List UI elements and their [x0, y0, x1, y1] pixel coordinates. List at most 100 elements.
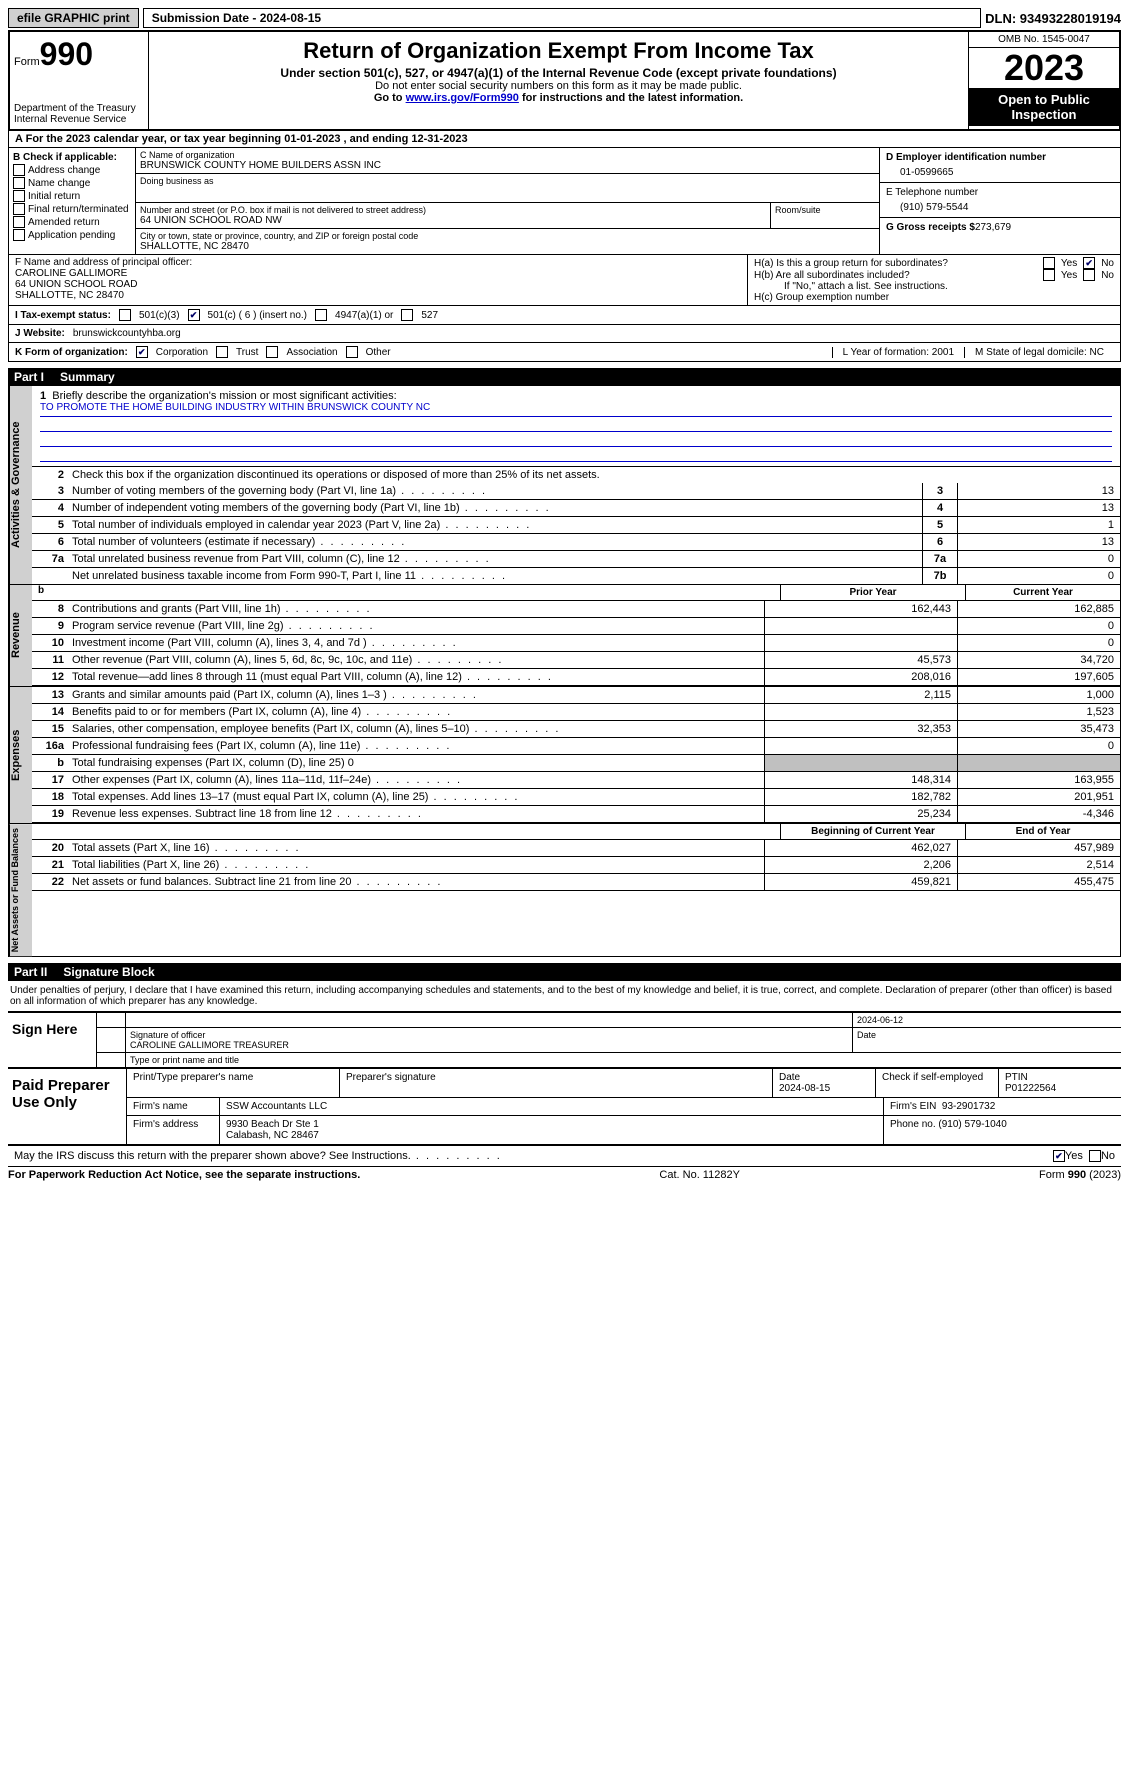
chk-pending[interactable] — [13, 229, 25, 241]
top-bar: efile GRAPHIC print Submission Date - 20… — [8, 8, 1121, 28]
website-value: brunswickcountyhba.org — [73, 328, 181, 339]
hb-label: H(b) Are all subordinates included? — [754, 270, 1037, 281]
gross-label: G Gross receipts $ — [886, 222, 975, 233]
dept-treasury: Department of the Treasury Internal Reve… — [14, 103, 144, 125]
ein-label: D Employer identification number — [886, 152, 1114, 163]
sign-block: Sign Here 2024-06-12 Signature of office… — [8, 1013, 1121, 1069]
irs-link[interactable]: www.irs.gov/Form990 — [406, 92, 519, 104]
firm-addr1: 9930 Beach Dr Ste 1 — [226, 1119, 319, 1130]
officer-label: F Name and address of principal officer: — [15, 257, 741, 268]
k-row: K Form of organization: Corporation Trus… — [8, 343, 1121, 362]
firm-phone: (910) 579-1040 — [938, 1119, 1006, 1130]
chk-corp[interactable] — [136, 346, 148, 358]
addr-label: Number and street (or P.O. box if mail i… — [140, 205, 766, 215]
chk-other[interactable] — [346, 346, 358, 358]
preparer-title: Paid Preparer Use Only — [8, 1069, 127, 1144]
chk-name[interactable] — [13, 177, 25, 189]
discuss-row: May the IRS discuss this return with the… — [8, 1146, 1121, 1167]
officer-sig-name: CAROLINE GALLIMORE TREASURER — [130, 1040, 289, 1050]
j-row: J Website: brunswickcountyhba.org — [8, 325, 1121, 343]
officer-addr1: 64 UNION SCHOOL ROAD — [15, 279, 741, 290]
chk-final[interactable] — [13, 203, 25, 215]
phone-value: (910) 579-5544 — [886, 202, 1114, 213]
org-address: 64 UNION SCHOOL ROAD NW — [140, 215, 766, 226]
form-subtitle: Under section 501(c), 527, or 4947(a)(1)… — [157, 66, 960, 80]
year-formation: L Year of formation: 2001 — [832, 347, 964, 358]
nossn-note: Do not enter social security numbers on … — [157, 80, 960, 92]
firm-ein: 93-2901732 — [942, 1101, 995, 1112]
part2-header: Part II Signature Block — [8, 963, 1121, 981]
sign-here-label: Sign Here — [8, 1013, 97, 1067]
phone-label: E Telephone number — [886, 187, 1114, 198]
efile-button[interactable]: efile GRAPHIC print — [8, 8, 139, 28]
chk-discuss-yes[interactable] — [1053, 1150, 1065, 1162]
i-row: I Tax-exempt status: 501(c)(3) 501(c) ( … — [8, 306, 1121, 325]
room-label: Room/suite — [775, 205, 875, 215]
dba-label: Doing business as — [140, 176, 875, 186]
form-header: Form990 Department of the Treasury Inter… — [8, 30, 1121, 131]
org-city: SHALLOTTE, NC 28470 — [140, 241, 875, 252]
firm-name: SSW Accountants LLC — [220, 1098, 884, 1115]
gross-value: 273,679 — [975, 222, 1011, 233]
preparer-block: Paid Preparer Use Only Print/Type prepar… — [8, 1069, 1121, 1146]
chk-assoc[interactable] — [266, 346, 278, 358]
summary-revenue: Revenue b Prior Year Current Year 8Contr… — [8, 585, 1121, 687]
chk-501c3[interactable] — [119, 309, 131, 321]
penalties-text: Under penalties of perjury, I declare th… — [8, 981, 1121, 1013]
officer-name: CAROLINE GALLIMORE — [15, 268, 741, 279]
summary-governance: Activities & Governance 1 Briefly descri… — [8, 386, 1121, 585]
fh-row: F Name and address of principal officer:… — [8, 255, 1121, 306]
form-title: Return of Organization Exempt From Incom… — [157, 38, 960, 64]
chk-ha-yes[interactable] — [1043, 257, 1055, 269]
chk-discuss-no[interactable] — [1089, 1150, 1101, 1162]
form-footer: Form 990 (2023) — [1039, 1169, 1121, 1181]
form-number: 990 — [40, 36, 93, 72]
sign-date: 2024-06-12 — [853, 1013, 1121, 1027]
summary-expenses: Expenses 13Grants and similar amounts pa… — [8, 687, 1121, 824]
state-domicile: M State of legal domicile: NC — [964, 347, 1114, 358]
dln: DLN: 93493228019194 — [985, 11, 1121, 26]
chk-hb-no[interactable] — [1083, 269, 1095, 281]
hdr-current: Current Year — [965, 585, 1120, 600]
summary-net: Net Assets or Fund Balances Beginning of… — [8, 824, 1121, 957]
line-a: A For the 2023 calendar year, or tax yea… — [8, 131, 1121, 148]
col-b-label: B Check if applicable: — [13, 152, 131, 163]
ha-label: H(a) Is this a group return for subordin… — [754, 258, 1037, 269]
chk-527[interactable] — [401, 309, 413, 321]
hdr-begin: Beginning of Current Year — [780, 824, 965, 839]
ein-value: 01-0599665 — [886, 167, 1114, 178]
org-name-label: C Name of organization — [140, 150, 875, 160]
paperwork-notice: For Paperwork Reduction Act Notice, see … — [8, 1169, 360, 1181]
chk-trust[interactable] — [216, 346, 228, 358]
form-word: Form — [14, 56, 40, 68]
cat-no: Cat. No. 11282Y — [659, 1169, 740, 1181]
chk-amended[interactable] — [13, 216, 25, 228]
hc-label: H(c) Group exemption number — [754, 292, 1114, 303]
vtab-net: Net Assets or Fund Balances — [9, 824, 32, 956]
chk-ha-no[interactable] — [1083, 257, 1095, 269]
firm-addr2: Calabash, NC 28467 — [226, 1130, 319, 1141]
vtab-revenue: Revenue — [9, 585, 32, 686]
ptin-value: P01222564 — [1005, 1083, 1056, 1094]
chk-4947[interactable] — [315, 309, 327, 321]
officer-addr2: SHALLOTTE, NC 28470 — [15, 290, 741, 301]
submission-date: Submission Date - 2024-08-15 — [143, 8, 981, 28]
part1-header: Part I Summary — [8, 368, 1121, 386]
org-name: BRUNSWICK COUNTY HOME BUILDERS ASSN INC — [140, 160, 875, 171]
hdr-end: End of Year — [965, 824, 1120, 839]
hdr-prior: Prior Year — [780, 585, 965, 600]
chk-initial[interactable] — [13, 190, 25, 202]
vtab-governance: Activities & Governance — [9, 386, 32, 584]
omb-number: OMB No. 1545-0047 — [969, 32, 1119, 48]
hb-note: If "No," attach a list. See instructions… — [754, 281, 1114, 292]
mission-text: TO PROMOTE THE HOME BUILDING INDUSTRY WI… — [40, 402, 1112, 417]
chk-address[interactable] — [13, 164, 25, 176]
chk-501c[interactable] — [188, 309, 200, 321]
chk-hb-yes[interactable] — [1043, 269, 1055, 281]
tax-year: 2023 — [969, 48, 1119, 88]
city-label: City or town, state or province, country… — [140, 231, 875, 241]
main-info-grid: B Check if applicable: Address change Na… — [8, 148, 1121, 255]
footer: For Paperwork Reduction Act Notice, see … — [8, 1167, 1121, 1183]
vtab-expenses: Expenses — [9, 687, 32, 823]
open-public: Open to Public Inspection — [969, 88, 1119, 126]
